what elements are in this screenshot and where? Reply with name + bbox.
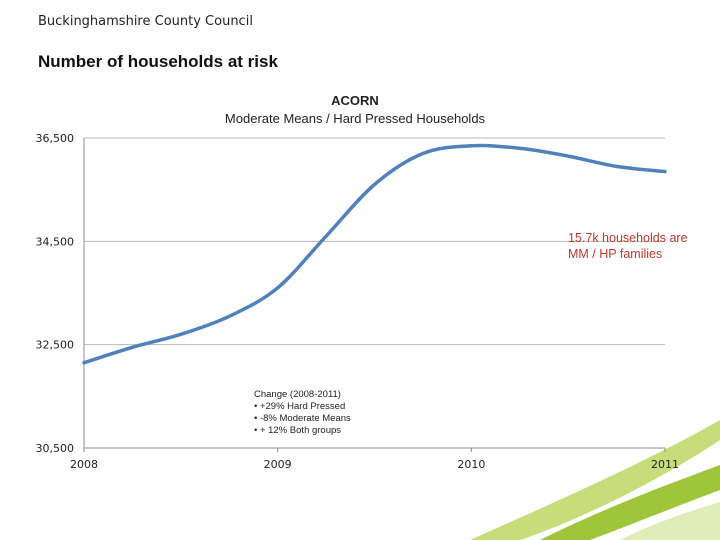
x-tick-label: 2009 [264,458,292,471]
swoosh-band [620,502,720,540]
note-item: • -8% Moderate Means [254,413,351,424]
note-item: • + 12% Both groups [254,425,342,436]
callout-line-2: MM / HP families [568,247,663,261]
decorative-swoosh [470,420,720,540]
y-tick-label: 34,500 [36,235,75,248]
chart-title: ACORN [331,93,379,108]
organization-name: Buckinghamshire County Council [38,14,253,29]
x-tick-label: 2011 [651,458,679,471]
swoosh-band [540,465,720,540]
y-tick-label: 30,500 [36,442,75,455]
note-title: Change (2008-2011) [254,389,341,400]
chart-subtitle: Moderate Means / Hard Pressed Households [224,111,486,126]
x-tick-labels: 2008 2009 2010 2011 [70,448,679,471]
y-tick-label: 36,500 [36,132,75,145]
note-item: • +29% Hard Pressed [254,401,346,412]
series-line [82,143,667,365]
series-group [82,143,667,365]
y-tick-labels: 36,500 34,500 32,500 30,500 [36,132,75,455]
axes [83,138,665,449]
callout-line-1: 15.7k households are [568,231,688,245]
x-tick-label: 2010 [457,458,485,471]
change-note: Change (2008-2011) • +29% Hard Pressed •… [254,389,351,437]
x-tick-label: 2008 [70,458,98,471]
callout-annotation: 15.7k households are MM / HP families [568,230,688,262]
y-tick-label: 32,500 [36,339,75,352]
page-title: Number of households at risk [38,52,278,71]
